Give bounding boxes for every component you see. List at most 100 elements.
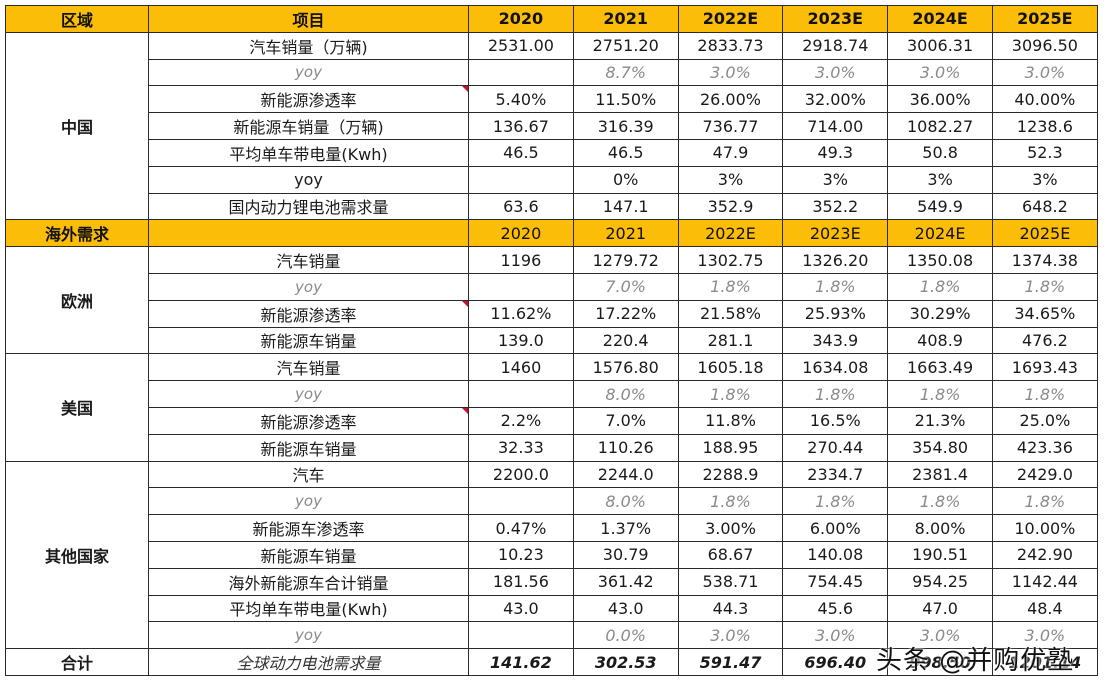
item-label: 汽车销量 xyxy=(148,246,469,274)
table-row: 新能源渗透率 11.62% 17.22% 21.58% 25.93% 30.29% 34.6… xyxy=(6,299,1098,328)
watermark-text: 头条 @并购优塾 xyxy=(876,646,1075,676)
value-cell: 354.80 xyxy=(887,433,993,462)
value-cell: 3.0% xyxy=(887,58,993,87)
header-row: 区域 项目 2020 2021 2022E 2023E 2024E 2025E xyxy=(5,5,1098,33)
value-cell: 2334.7 xyxy=(782,460,889,489)
value-cell: 8.00% xyxy=(887,514,993,542)
value-cell: 147.1 xyxy=(572,192,679,221)
value-cell xyxy=(468,487,574,516)
item-label: 海外新能源车合计销量 xyxy=(148,567,469,596)
value-cell: 1.8% xyxy=(782,380,889,408)
total-value: 1201.14 xyxy=(991,648,1098,676)
year-header: 2021 xyxy=(572,219,679,248)
table-row: yoy 8.0% 1.8% 1.8% 1.8% 1.8% xyxy=(6,487,1098,516)
value-cell: 2381.4 xyxy=(887,460,993,489)
value-cell: 34.65% xyxy=(991,299,1098,328)
value-cell: 1.8% xyxy=(677,380,784,408)
value-cell: 7.0% xyxy=(572,272,679,301)
value-cell: 736.77 xyxy=(677,112,784,140)
item-label: 新能源渗透率 xyxy=(148,299,469,328)
value-cell: 242.90 xyxy=(991,540,1098,569)
table-row: 中国 汽车销量（万辆) 2531.00 2751.20 2833.73 2918.74 30… xyxy=(5,31,1098,221)
value-cell: 36.00% xyxy=(887,85,993,114)
value-cell: 63.6 xyxy=(468,192,574,221)
value-cell: 538.71 xyxy=(677,567,784,596)
value-cell: 181.56 xyxy=(468,567,574,596)
region-header: 区域 xyxy=(5,5,149,33)
table-row: 新能源渗透率 2.2% 7.0% 11.8% 16.5% 21.3% 25.0% xyxy=(6,406,1098,435)
value-cell: 754.45 xyxy=(782,567,889,596)
value-cell: 11.50% xyxy=(572,85,679,114)
value-cell xyxy=(468,621,574,650)
item-label: yoy xyxy=(148,621,469,650)
value-cell: 1142.44 xyxy=(991,567,1098,596)
value-cell: 549.9 xyxy=(887,192,993,221)
value-cell: 423.36 xyxy=(991,433,1098,462)
value-cell: 352.9 xyxy=(677,192,784,221)
value-cell: 2288.9 xyxy=(677,460,784,489)
value-cell: 1576.80 xyxy=(572,353,679,382)
value-cell: 47.9 xyxy=(677,138,784,167)
value-cell: 3.0% xyxy=(991,621,1098,650)
value-cell: 1238.6 xyxy=(991,112,1098,140)
value-cell: 16.5% xyxy=(782,406,889,435)
value-cell xyxy=(468,165,574,194)
value-cell: 1374.38 xyxy=(991,246,1098,274)
value-cell: 136.67 xyxy=(468,112,574,140)
value-cell: 3.0% xyxy=(677,621,784,650)
value-cell: 3% xyxy=(991,165,1098,194)
item-label: yoy xyxy=(148,165,469,194)
value-cell: 32.33 xyxy=(468,433,574,462)
item-label: 新能源车销量 xyxy=(148,433,469,462)
value-cell: 7.0% xyxy=(572,406,679,435)
value-cell: 1326.20 xyxy=(782,246,889,274)
value-cell: 0.47% xyxy=(468,514,574,542)
item-label: 新能源车销量 xyxy=(148,540,469,569)
value-cell: 190.51 xyxy=(887,540,993,569)
value-cell: 954.25 xyxy=(887,567,993,596)
value-cell: 32.00% xyxy=(782,85,889,114)
table-row: 平均单车带电量(Kwh) 43.0 43.0 44.3 45.6 47.0 48.4 xyxy=(6,594,1098,623)
value-cell: 1.8% xyxy=(677,272,784,301)
table-row: yoy 8.7% 3.0% 3.0% 3.0% 3.0% xyxy=(6,58,1098,87)
value-cell: 40.00% xyxy=(991,85,1098,114)
overseas-header-row: 海外需求 2020 2021 2022E 2023E 2024E 2025E xyxy=(5,219,1098,248)
year-header: 2025E xyxy=(991,5,1098,33)
value-cell: 48.4 xyxy=(991,594,1098,623)
value-cell: 1350.08 xyxy=(887,246,993,274)
value-cell: 21.3% xyxy=(887,406,993,435)
value-cell xyxy=(468,380,574,408)
year-header: 2022E xyxy=(677,219,784,248)
table-row: 新能源车销量 10.23 30.79 68.67 140.08 190.51 242.90 xyxy=(6,540,1098,569)
value-cell: 26.00% xyxy=(677,85,784,114)
value-cell: 1302.75 xyxy=(677,246,784,274)
value-cell: 1663.49 xyxy=(887,353,993,382)
item-label: 汽车销量（万辆) xyxy=(148,31,469,60)
item-label: 新能源车渗透率 xyxy=(148,514,469,542)
year-header: 2022E xyxy=(677,5,784,33)
value-cell: 68.67 xyxy=(677,540,784,569)
table-row: 新能源车销量（万辆) 136.67 316.39 736.77 714.00 1082.2… xyxy=(6,112,1098,140)
value-cell: 10.23 xyxy=(468,540,574,569)
value-cell: 10.00% xyxy=(991,514,1098,542)
region-cell: 美国 xyxy=(5,353,149,462)
total-label: 全球动力电池需求量 xyxy=(148,648,469,676)
total-value: 998.50 xyxy=(887,648,993,676)
table-row: 美国 汽车销量 1460 1576.80 1605.18 1634.08 1663.49 16… xyxy=(5,353,1098,462)
value-cell: 270.44 xyxy=(782,433,889,462)
item-label: 国内动力锂电池需求量 xyxy=(148,192,469,221)
value-cell: 50.8 xyxy=(887,138,993,167)
value-cell: 1.8% xyxy=(887,487,993,516)
value-cell: 43.0 xyxy=(468,594,574,623)
value-cell: 8.0% xyxy=(572,487,679,516)
table-row: yoy 8.0% 1.8% 1.8% 1.8% 1.8% xyxy=(6,380,1098,408)
value-cell: 188.95 xyxy=(677,433,784,462)
value-cell: 220.4 xyxy=(572,326,679,355)
item-label: 新能源车销量（万辆) xyxy=(148,112,469,140)
table-row: 海外新能源车合计销量 181.56 361.42 538.71 754.45 954.25… xyxy=(6,567,1098,596)
value-cell: 2200.0 xyxy=(468,460,574,489)
value-cell: 1.8% xyxy=(991,380,1098,408)
item-label: 新能源车销量 xyxy=(148,326,469,355)
value-cell: 43.0 xyxy=(572,594,679,623)
value-cell: 2429.0 xyxy=(991,460,1098,489)
